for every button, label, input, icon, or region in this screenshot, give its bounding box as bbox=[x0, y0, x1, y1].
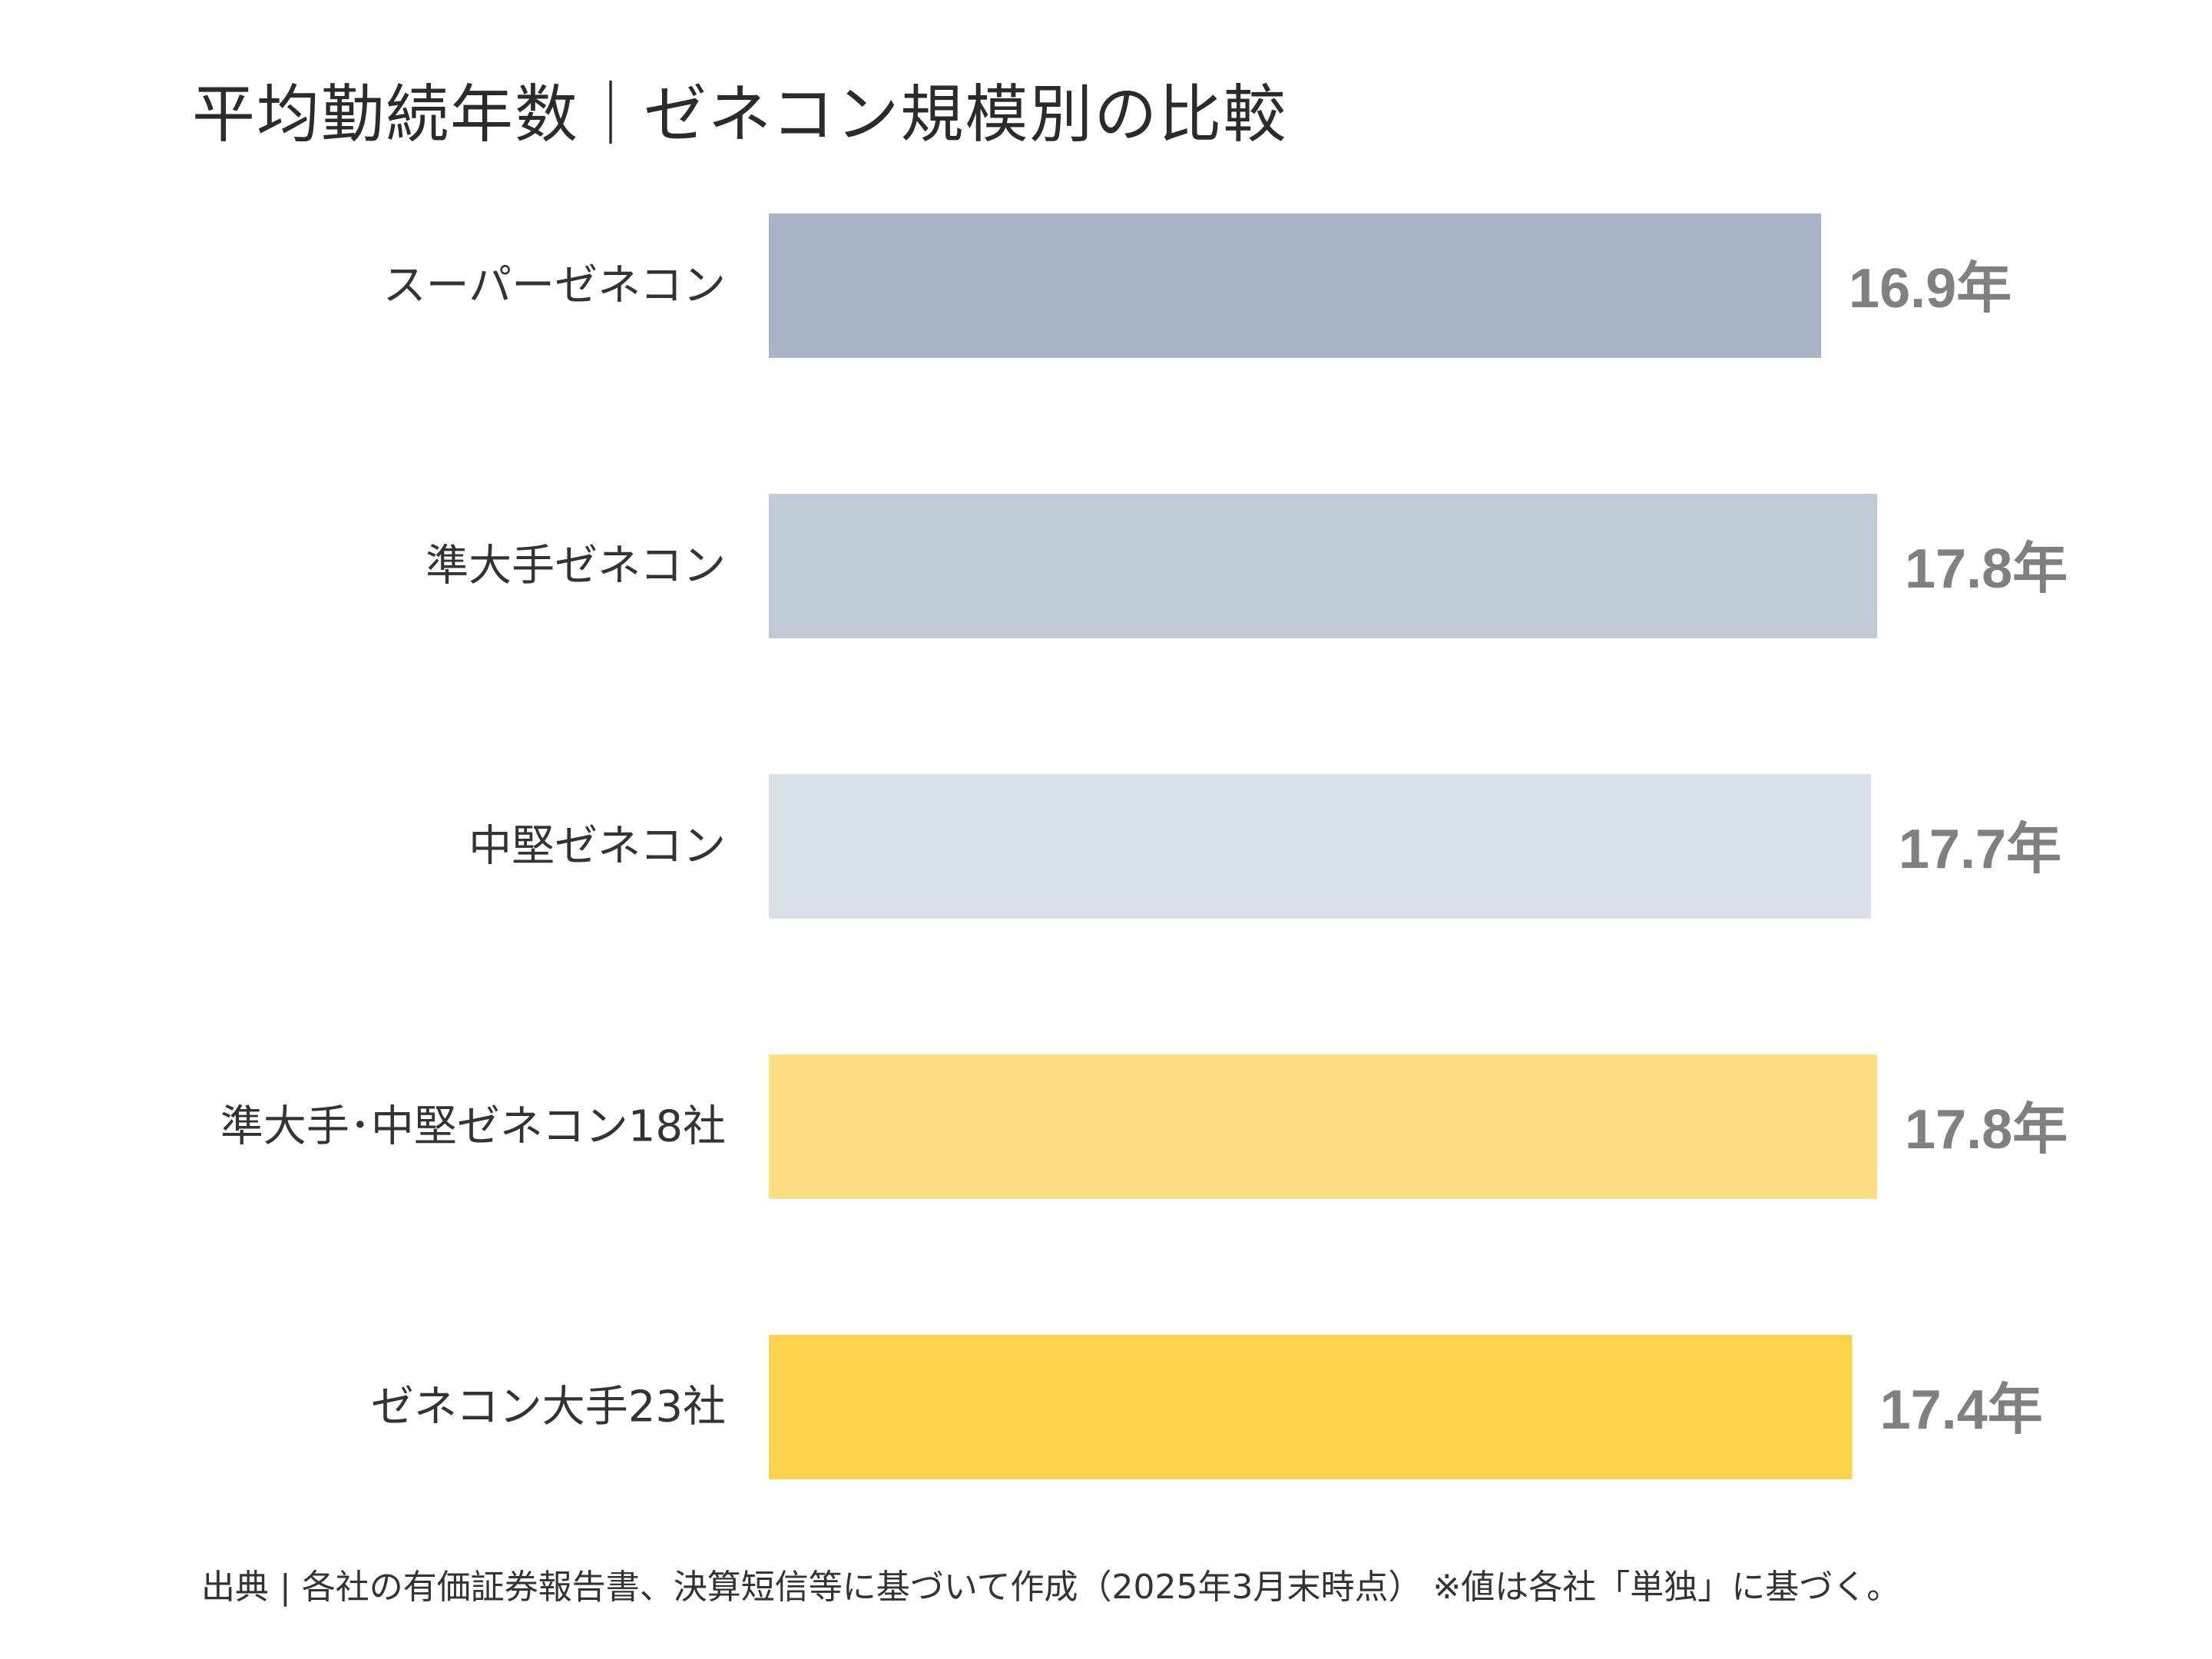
category-label-3: 中堅ゼネコン bbox=[469, 822, 726, 872]
value-label-1: 16.9年 bbox=[1849, 258, 2012, 320]
value-label-4: 17.8年 bbox=[1905, 1099, 2068, 1161]
category-label-4: 準大手･中堅ゼネコン18社 bbox=[220, 1102, 726, 1152]
bar-3 bbox=[769, 774, 1871, 919]
bar-4 bbox=[769, 1055, 1877, 1199]
chart-title: 平均勤続年数｜ゼネコン規模別の比較 bbox=[192, 78, 1288, 151]
chart-source-note: 出典 | 各社の有価証券報告書、決算短信等に基づいて作成（2025年3月末時点）… bbox=[201, 1568, 1901, 1607]
value-label-3: 17.7年 bbox=[1899, 819, 2061, 880]
category-label-1: スーパーゼネコン bbox=[383, 261, 726, 311]
bar-1 bbox=[769, 214, 1822, 358]
bar-5 bbox=[769, 1335, 1853, 1479]
value-label-5: 17.4年 bbox=[1880, 1379, 2043, 1441]
category-label-2: 準大手ゼネコン bbox=[426, 541, 726, 591]
bar-2 bbox=[769, 494, 1877, 638]
category-label-5: ゼネコン大手23社 bbox=[371, 1382, 726, 1432]
value-label-2: 17.8年 bbox=[1905, 538, 2068, 600]
